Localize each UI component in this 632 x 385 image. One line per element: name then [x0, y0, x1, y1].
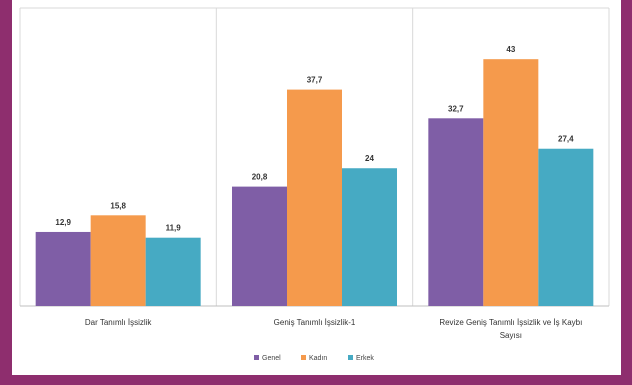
chart-frame: 12,9 15,8 11,9 Dar Tanımlı İşsizlik 20,8 37,7…: [12, 0, 621, 375]
legend-label: Kadın: [309, 355, 327, 362]
legend-label: Genel: [262, 355, 281, 362]
bar: [145, 237, 201, 306]
category-label: Dar Tanımlı İşsizlik: [85, 318, 153, 327]
bar-value-label: 24: [365, 154, 374, 163]
category-label: Revize Geniş Tanımlı İşsizlik ve İş Kayb…: [439, 318, 582, 327]
bar: [287, 89, 342, 307]
bar-value-label: 15,8: [110, 201, 126, 210]
bar-value-label: 11,9: [166, 224, 182, 233]
bar: [342, 168, 397, 306]
bar-value-label: 20,8: [252, 173, 268, 182]
bar-value-label: 43: [506, 45, 515, 54]
legend-swatch: [301, 355, 306, 360]
bar-value-label: 12,9: [55, 218, 71, 227]
bar: [428, 118, 484, 306]
bar-value-label: 32,7: [448, 104, 464, 113]
bar: [90, 215, 146, 306]
legend-swatch: [348, 355, 353, 360]
bar-value-label: 27,4: [558, 135, 574, 144]
bar-chart: 12,9 15,8 11,9 Dar Tanımlı İşsizlik 20,8 37,7…: [19, 7, 610, 362]
bar: [538, 148, 594, 306]
bar: [232, 186, 287, 306]
category-label: Geniş Tanımlı İşsizlik-1: [274, 318, 356, 327]
legend-label: Erkek: [356, 355, 374, 362]
category-label: Sayısı: [500, 331, 522, 340]
bar-value-label: 37,7: [307, 76, 323, 85]
bar: [483, 59, 539, 307]
legend-swatch: [254, 355, 259, 360]
bar: [35, 231, 91, 306]
